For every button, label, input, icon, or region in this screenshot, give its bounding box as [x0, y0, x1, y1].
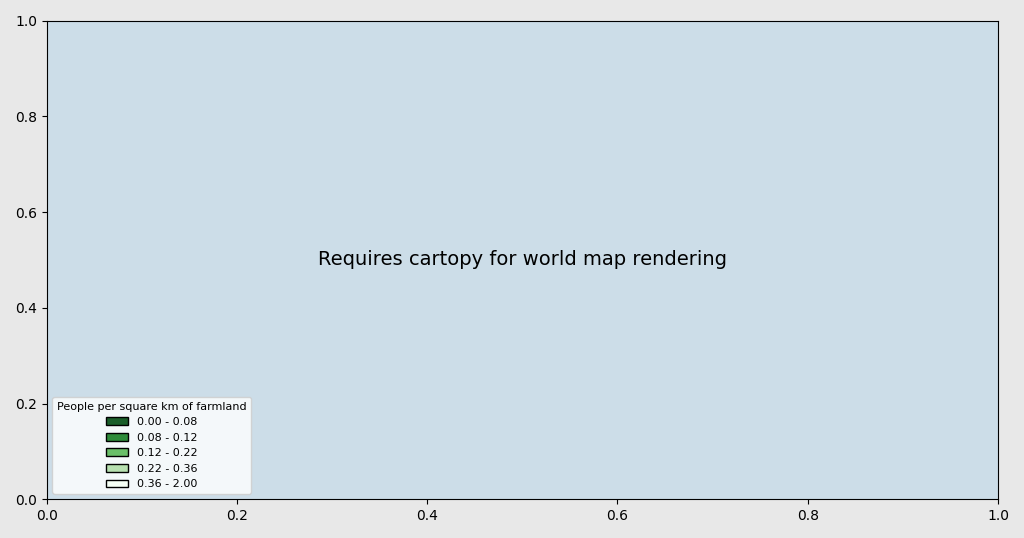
Text: Requires cartopy for world map rendering: Requires cartopy for world map rendering — [317, 250, 727, 270]
Legend: 0.00 - 0.08, 0.08 - 0.12, 0.12 - 0.22, 0.22 - 0.36, 0.36 - 2.00: 0.00 - 0.08, 0.08 - 0.12, 0.12 - 0.22, 0… — [52, 397, 251, 494]
